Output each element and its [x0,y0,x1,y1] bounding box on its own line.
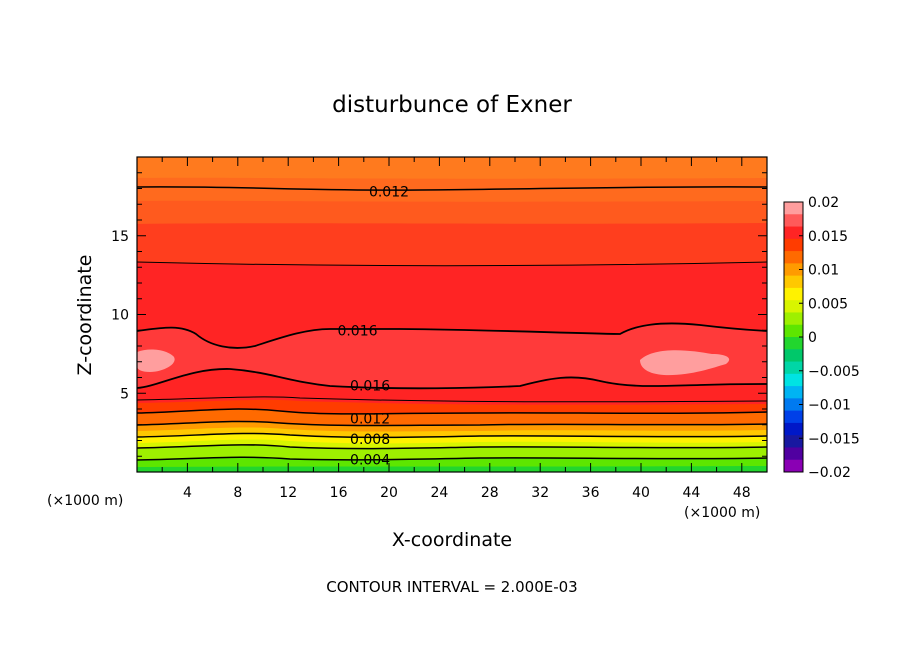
contour-line [136,261,768,267]
colorbar-segment [784,226,803,240]
colorbar-segment [784,238,803,252]
contour-line [136,396,768,403]
contour-line-layer [136,186,768,461]
colorbar-segment [784,312,803,326]
y-tick-label: 15 [111,229,129,245]
y-axis-title: Z-coordinate [74,255,96,376]
contour-line [136,444,768,450]
x-tick-label: 32 [531,485,549,501]
max-pocket-left [137,349,175,372]
contour-line [136,186,768,191]
colorbar: 0.02 0.015 0.01 0.005 0 −0.005 −0.01 −0.015 −0.0… [783,195,860,481]
contour-fill-layer [137,157,767,473]
chart-title: disturbunce of Exner [332,92,572,118]
contour-line [136,322,768,349]
colorbar-segment [784,447,803,461]
x-tick-label: 28 [481,485,499,501]
colorbar-segment [784,422,803,436]
colorbar-segment [784,337,803,350]
x-tick-label: 12 [279,485,297,501]
x-tick-label: 4 [183,485,192,501]
x-tick-label: 8 [233,485,242,501]
contour-line [136,368,768,390]
colorbar-tick-label: 0.01 [808,263,839,279]
x-tick-label: 44 [682,485,700,501]
colorbar-tick-label: −0.01 [808,398,851,414]
contour-line [136,432,768,439]
colorbar-tick-label: 0.015 [808,229,848,245]
colorbar-segment [784,300,803,313]
x-axis-ticks: 4 8 12 16 20 24 28 32 36 40 44 48 [161,157,768,501]
x-tick-label: 40 [632,485,650,501]
colorbar-segment [784,251,803,264]
x-tick-label: 16 [330,485,348,501]
colorbar-segment [784,398,803,412]
colorbar-tick-label: −0.005 [808,364,860,380]
colorbar-segment [784,275,803,289]
x-tick-label: 36 [582,485,600,501]
colorbar-segment [784,435,803,448]
contour-fill-band [137,466,767,472]
contour-line [136,420,768,427]
y-tick-label: 5 [120,386,129,402]
x-axis-title: X-coordinate [392,529,512,551]
contour-label: 0.012 [350,411,390,427]
contour-label: 0.004 [350,452,390,468]
x-tick-label: 24 [430,485,448,501]
contour-label-layer: 0.012 0.016 0.016 0.012 0.008 0.004 [337,185,409,469]
colorbar-segment [784,459,803,473]
colorbar-tick-label: −0.015 [808,431,860,447]
x-tick-label: 20 [380,485,398,501]
colorbar-segment [784,373,803,387]
colorbar-segment [784,349,803,363]
contour-label: 0.016 [350,378,390,394]
contour-interval-footer: CONTOUR INTERVAL = 2.000E-03 [326,578,577,596]
colorbar-segment [784,263,803,277]
contour-label: 0.012 [369,185,409,201]
colorbar-tick-label: 0.005 [808,296,848,312]
contour-line [136,408,768,415]
colorbar-segment [784,287,803,301]
contour-line [136,456,768,461]
colorbar-segment [784,410,803,424]
y-tick-label: 10 [111,308,129,324]
colorbar-segment [784,202,803,215]
contour-label: 0.016 [337,323,377,339]
colorbar-tick-label: 0 [808,330,817,346]
x-unit-label-left: (×1000 m) [47,493,123,509]
colorbar-segment [784,324,803,338]
colorbar-segment [784,361,803,375]
y-axis-ticks: 5 10 15 [111,172,767,457]
colorbar-tick-label: 0.02 [808,195,839,211]
x-tick-label: 48 [733,485,751,501]
colorbar-tick-label: −0.02 [808,465,851,481]
max-pocket-right [640,350,730,376]
colorbar-segment [784,386,803,399]
colorbar-segment [784,214,803,228]
contour-label: 0.008 [350,432,390,448]
x-unit-label-right: (×1000 m) [684,505,760,521]
